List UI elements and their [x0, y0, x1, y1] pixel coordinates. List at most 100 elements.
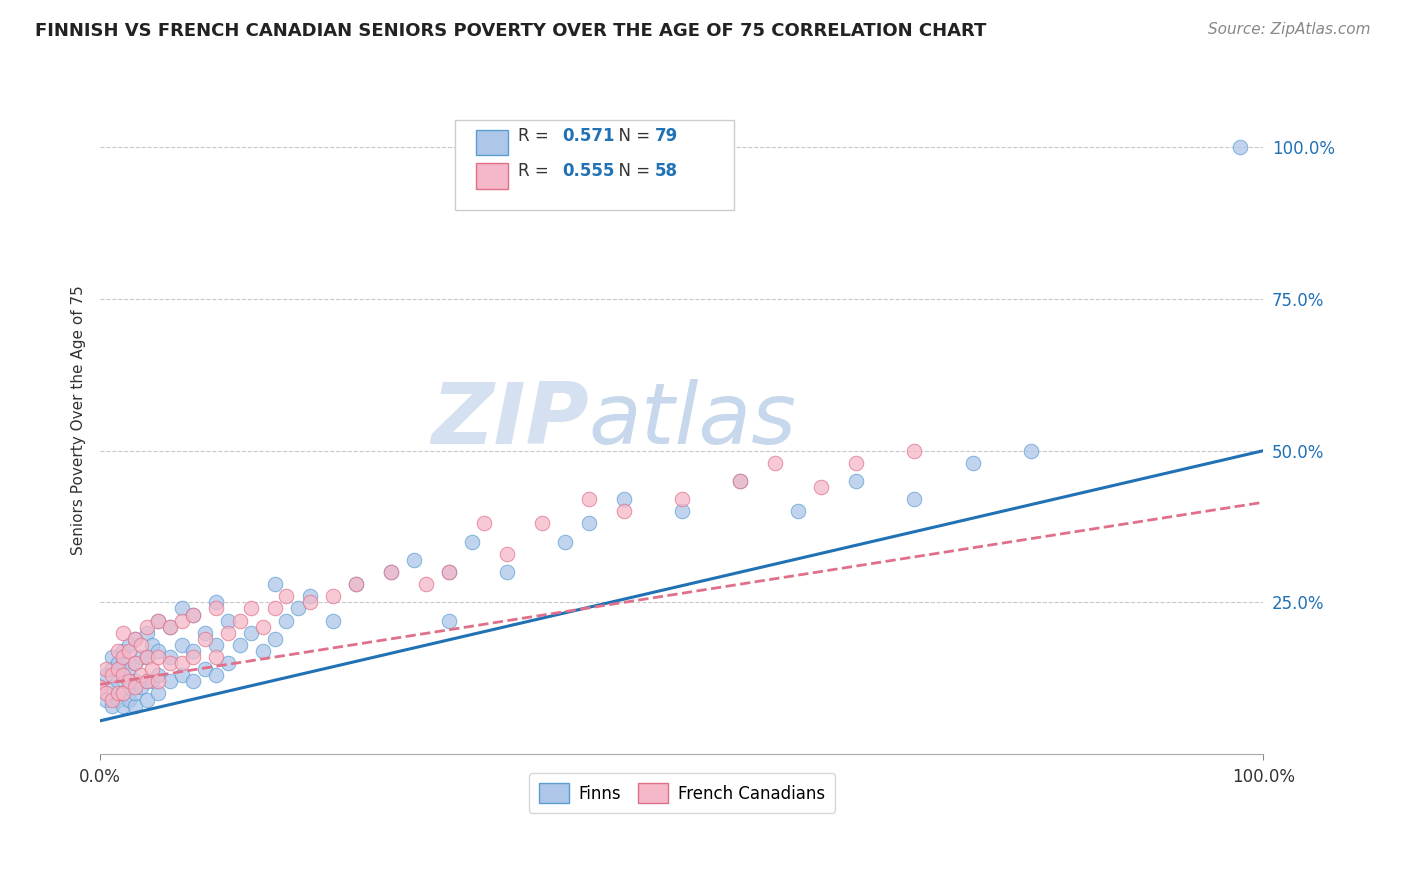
Point	[194, 662, 217, 676]
Point	[135, 692, 157, 706]
Point	[205, 668, 228, 682]
Point	[124, 686, 146, 700]
Point	[671, 504, 693, 518]
Point	[124, 698, 146, 713]
Point	[380, 565, 402, 579]
Point	[170, 656, 193, 670]
Point	[205, 650, 228, 665]
Point	[107, 686, 129, 700]
Point	[107, 674, 129, 689]
Point	[112, 644, 135, 658]
Point	[322, 614, 344, 628]
Point	[129, 668, 152, 682]
Point	[118, 692, 141, 706]
Point	[437, 565, 460, 579]
Point	[181, 607, 204, 622]
Point	[578, 492, 600, 507]
Point	[100, 692, 122, 706]
Point	[217, 614, 239, 628]
Point	[962, 456, 984, 470]
Point	[578, 516, 600, 531]
Text: Source: ZipAtlas.com: Source: ZipAtlas.com	[1208, 22, 1371, 37]
Point	[159, 650, 181, 665]
Point	[129, 638, 152, 652]
Point	[94, 686, 117, 700]
Point	[787, 504, 810, 518]
Point	[159, 620, 181, 634]
Point	[194, 632, 217, 646]
Point	[112, 698, 135, 713]
Point	[181, 644, 204, 658]
Point	[276, 590, 298, 604]
Point	[148, 614, 170, 628]
Point	[496, 565, 519, 579]
Point	[112, 668, 135, 682]
Point	[124, 674, 146, 689]
Point	[554, 534, 576, 549]
Text: 0.555: 0.555	[562, 162, 614, 180]
Point	[170, 601, 193, 615]
FancyBboxPatch shape	[475, 163, 509, 188]
Point	[141, 674, 163, 689]
Point	[229, 614, 252, 628]
Point	[496, 547, 519, 561]
Point	[170, 614, 193, 628]
Point	[229, 638, 252, 652]
Point	[100, 650, 122, 665]
Text: N =: N =	[609, 128, 655, 145]
Point	[613, 492, 636, 507]
Point	[845, 474, 868, 488]
Point	[298, 595, 321, 609]
Point	[118, 644, 141, 658]
Point	[94, 668, 117, 682]
Point	[100, 698, 122, 713]
Point	[240, 601, 263, 615]
Point	[1229, 140, 1251, 154]
Point	[148, 650, 170, 665]
Point	[205, 601, 228, 615]
Point	[263, 601, 285, 615]
Point	[148, 674, 170, 689]
Point	[472, 516, 495, 531]
Point	[107, 662, 129, 676]
Point	[159, 620, 181, 634]
Point	[344, 577, 367, 591]
Point	[437, 614, 460, 628]
Legend: Finns, French Canadians: Finns, French Canadians	[529, 773, 835, 813]
Point	[461, 534, 484, 549]
Point	[112, 686, 135, 700]
Point	[112, 686, 135, 700]
Point	[100, 681, 122, 695]
Point	[112, 650, 135, 665]
Point	[217, 625, 239, 640]
Text: R =: R =	[517, 128, 554, 145]
Text: R =: R =	[517, 162, 554, 180]
FancyBboxPatch shape	[475, 129, 509, 155]
Point	[240, 625, 263, 640]
Point	[263, 577, 285, 591]
Point	[181, 650, 204, 665]
Point	[94, 692, 117, 706]
Point	[810, 480, 832, 494]
Point	[148, 668, 170, 682]
Point	[404, 553, 426, 567]
Point	[118, 674, 141, 689]
Text: 58: 58	[655, 162, 678, 180]
Point	[380, 565, 402, 579]
Point	[135, 674, 157, 689]
Point	[89, 681, 111, 695]
Point	[728, 474, 751, 488]
Point	[252, 644, 274, 658]
Text: atlas: atlas	[589, 379, 797, 462]
Point	[118, 681, 141, 695]
Point	[129, 681, 152, 695]
Point	[263, 632, 285, 646]
Point	[124, 632, 146, 646]
Point	[298, 590, 321, 604]
Point	[100, 668, 122, 682]
Text: FINNISH VS FRENCH CANADIAN SENIORS POVERTY OVER THE AGE OF 75 CORRELATION CHART: FINNISH VS FRENCH CANADIAN SENIORS POVER…	[35, 22, 987, 40]
Point	[903, 443, 925, 458]
Text: 0.571: 0.571	[562, 128, 614, 145]
Point	[112, 656, 135, 670]
Point	[763, 456, 786, 470]
